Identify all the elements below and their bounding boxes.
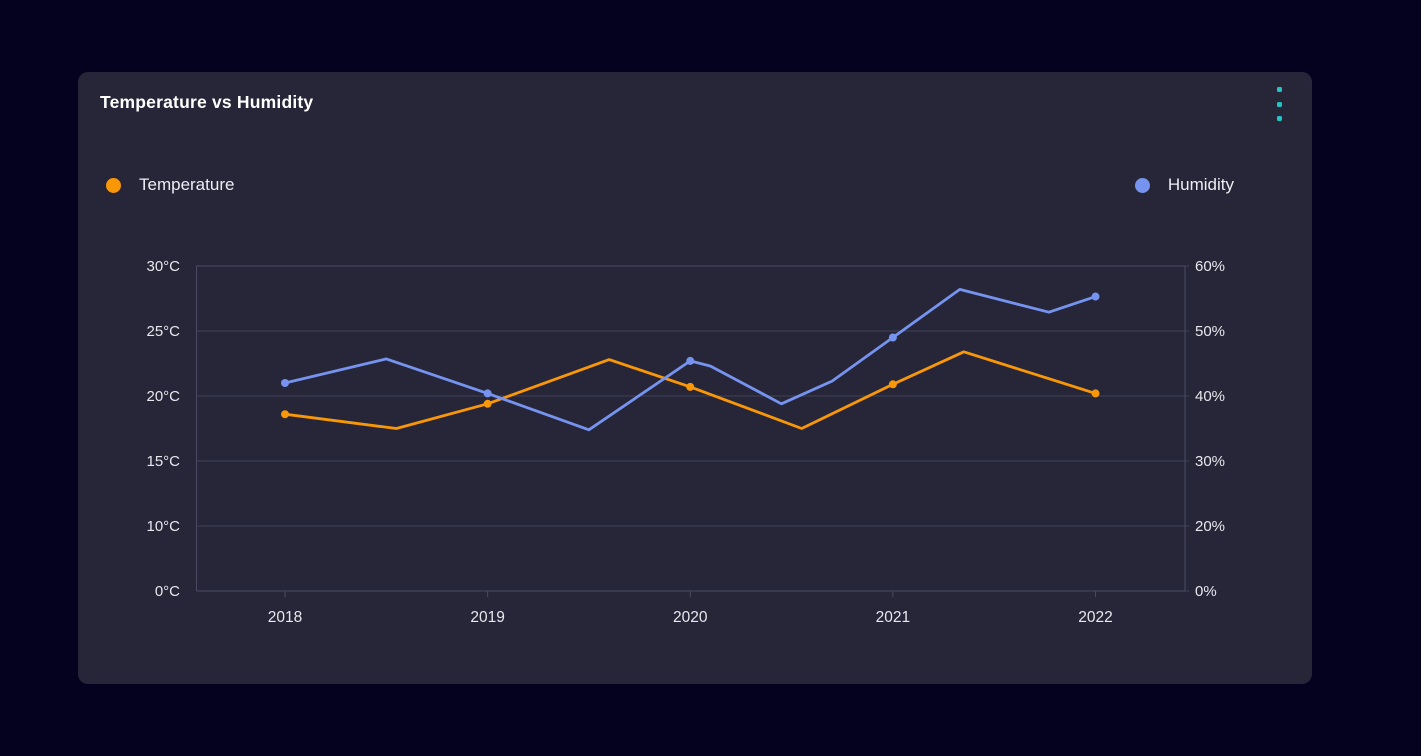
chart-title: Temperature vs Humidity — [100, 92, 314, 112]
y-axis-right-label: 0% — [1195, 583, 1217, 600]
y-axis-right-label: 40% — [1195, 388, 1225, 405]
humidity-line — [283, 287, 1097, 432]
humidity-marker — [281, 379, 289, 387]
y-axis-left-label: 30°C — [146, 258, 180, 275]
kebab-menu-icon[interactable] — [1270, 85, 1288, 123]
kebab-dot — [1276, 116, 1282, 121]
temperature-marker — [1091, 389, 1100, 398]
temperature-legend-dot-icon — [106, 177, 121, 193]
humidity-marker — [686, 356, 695, 365]
x-axis-label: 2022 — [1078, 609, 1112, 626]
kebab-dot — [1276, 101, 1282, 107]
legend-item-humidity[interactable]: Humidity — [1134, 175, 1234, 195]
temperature-marker — [686, 382, 695, 391]
y-axis-left-label: 15°C — [146, 453, 180, 470]
x-axis-label: 2021 — [876, 609, 910, 626]
y-axis-left-label: 0°C — [155, 583, 180, 600]
y-axis-left-label: 20°C — [146, 388, 180, 405]
y-axis-right-label: 50% — [1195, 323, 1225, 340]
humidity-legend-dot-icon — [1134, 177, 1150, 193]
y-axis-left-label: 10°C — [146, 518, 180, 535]
kebab-dot — [1276, 87, 1282, 92]
chart-card: Temperature vs Humidity Temperature Humi… — [78, 72, 1312, 684]
y-axis-right-label: 30% — [1195, 453, 1225, 470]
x-axis-label: 2019 — [470, 609, 504, 626]
y-axis-left-label: 25°C — [146, 323, 180, 340]
y-axis-right-label: 60% — [1195, 258, 1225, 275]
legend-label-temperature: Temperature — [139, 175, 235, 194]
x-axis-label: 2018 — [268, 609, 302, 626]
legend-item-temperature[interactable]: Temperature — [106, 175, 234, 195]
temperature-marker — [888, 380, 897, 389]
humidity-marker — [888, 333, 897, 342]
x-axis-label: 2020 — [673, 609, 708, 626]
temperature-humidity-line-chart: 30°C 25°C 20°C 15°C 10°C 0°C 60% 50% 40% 30% 20% 0%… — [146, 258, 1225, 626]
humidity-marker — [1091, 292, 1100, 301]
temperature-marker — [483, 399, 492, 408]
temperature-marker — [281, 410, 289, 419]
humidity-marker — [483, 389, 492, 398]
y-axis-right-label: 20% — [1195, 518, 1225, 535]
legend-label-humidity: Humidity — [1167, 175, 1234, 194]
